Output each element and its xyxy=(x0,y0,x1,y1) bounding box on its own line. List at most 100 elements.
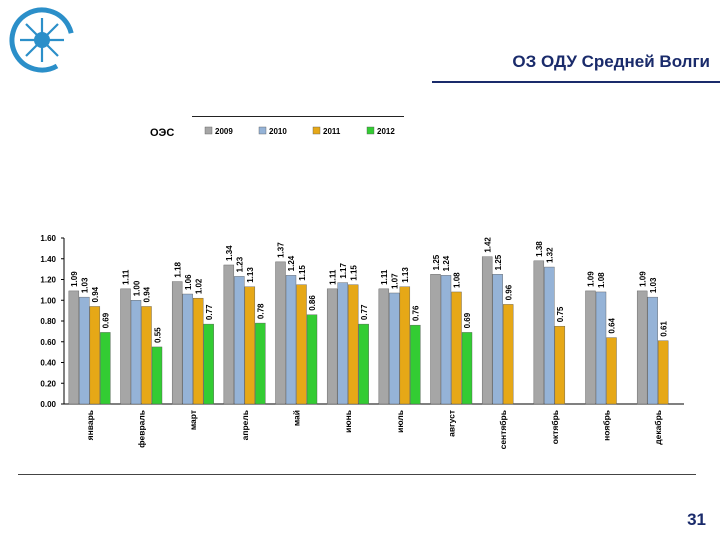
slide-title: ОЗ ОДУ Средней Волги xyxy=(512,52,710,71)
bar-2010-сентябрь xyxy=(492,274,503,405)
data-label: 0.61 xyxy=(659,321,668,337)
bar-2009-январь xyxy=(68,290,80,405)
data-label: 1.37 xyxy=(277,242,286,258)
legend-swatch xyxy=(204,126,213,135)
bar-2012-июнь xyxy=(358,323,369,405)
x-tick-label: январь xyxy=(85,410,95,440)
bar-2012-апрель xyxy=(255,322,266,405)
x-tick-label: февраль xyxy=(137,410,147,448)
data-label: 0.78 xyxy=(257,303,266,319)
bar-2011-июнь xyxy=(347,284,359,405)
data-label: 1.09 xyxy=(638,271,647,287)
data-label: 1.09 xyxy=(70,271,79,287)
data-label: 1.13 xyxy=(401,267,410,283)
bar-2009-сентябрь xyxy=(481,256,493,405)
data-label: 0.86 xyxy=(308,295,317,311)
bar-2010-май xyxy=(285,275,297,405)
data-label: 1.03 xyxy=(649,277,658,293)
data-label: 1.38 xyxy=(535,241,544,257)
legend-swatch xyxy=(312,126,321,135)
bar-2011-август xyxy=(451,291,462,405)
chart-title: ОЭС xyxy=(150,127,174,139)
data-label: 1.07 xyxy=(391,273,400,289)
bar-2011-июль xyxy=(399,286,411,405)
bar-2009-декабрь xyxy=(636,290,648,405)
legend-label: 2011 xyxy=(323,127,341,136)
x-tick-label: июнь xyxy=(343,410,353,433)
bar-2011-ноябрь xyxy=(606,337,617,405)
chart-legend: 2009 2010 2011 2012 xyxy=(204,126,395,136)
data-label: 1.25 xyxy=(432,254,441,270)
bar-2010-январь xyxy=(79,296,90,405)
legend-label: 2009 xyxy=(215,127,233,136)
legend-divider xyxy=(192,116,404,117)
data-label: 1.08 xyxy=(597,272,606,288)
bar-2010-март xyxy=(182,293,193,405)
data-label: 1.13 xyxy=(246,267,255,283)
data-label: 0.69 xyxy=(463,312,472,328)
bar-2010-август xyxy=(440,275,452,405)
bar-2010-октябрь xyxy=(544,266,555,405)
data-label: 0.69 xyxy=(102,312,111,328)
data-label: 1.23 xyxy=(236,256,245,272)
data-label: 1.11 xyxy=(328,269,337,285)
data-label: 1.09 xyxy=(587,271,596,287)
data-label: 1.15 xyxy=(349,265,358,281)
data-label: 1.03 xyxy=(81,277,90,293)
bar-2012-август xyxy=(461,332,473,405)
data-label: 0.77 xyxy=(205,304,214,320)
bar-2012-январь xyxy=(100,332,111,405)
bar-2011-май xyxy=(296,284,307,405)
data-label: 0.76 xyxy=(412,305,421,321)
bar-2012-июль xyxy=(410,324,421,405)
data-label: 1.06 xyxy=(184,274,193,290)
data-label: 1.11 xyxy=(122,269,131,285)
data-label: 0.94 xyxy=(143,286,152,302)
bar-2009-август xyxy=(430,274,441,405)
company-logo xyxy=(9,7,75,73)
data-label: 1.24 xyxy=(442,255,451,271)
y-tick-label: 0.40 xyxy=(40,359,56,368)
bar-2009-март xyxy=(171,281,183,405)
data-label: 0.77 xyxy=(360,304,369,320)
data-label: 1.32 xyxy=(546,247,555,263)
bar-2011-декабрь xyxy=(657,340,669,405)
x-tick-label: август xyxy=(447,410,457,437)
bar-2012-февраль xyxy=(151,346,163,405)
bar-2009-апрель xyxy=(223,264,235,405)
data-label: 1.02 xyxy=(194,278,203,294)
bar-2010-июнь xyxy=(337,282,348,405)
data-label: 1.25 xyxy=(494,254,503,270)
bar-2009-октябрь xyxy=(533,260,545,405)
legend-label: 2012 xyxy=(377,127,395,136)
y-tick-label: 0.60 xyxy=(40,338,56,347)
x-tick-label: декабрь xyxy=(653,410,663,445)
x-tick-label: март xyxy=(188,410,198,430)
y-tick-label: 1.60 xyxy=(40,234,56,243)
data-label: 1.24 xyxy=(287,255,296,271)
data-label: 0.96 xyxy=(504,284,513,300)
x-tick-label: ноябрь xyxy=(602,410,612,441)
bar-2009-май xyxy=(275,261,286,405)
y-tick-label: 0.00 xyxy=(40,400,56,409)
y-tick-label: 0.80 xyxy=(40,317,56,326)
data-label: 1.42 xyxy=(483,237,492,253)
bar-2009-июль xyxy=(378,288,390,405)
bar-2012-март xyxy=(203,323,214,405)
bar-2011-январь xyxy=(89,306,101,405)
x-tick-label: октябрь xyxy=(550,410,560,444)
bar-2010-февраль xyxy=(130,300,142,405)
y-tick-label: 1.00 xyxy=(40,296,56,305)
data-label: 1.11 xyxy=(380,269,389,285)
bar-2011-апрель xyxy=(244,286,256,405)
legend-swatch xyxy=(366,126,375,135)
data-label: 0.55 xyxy=(153,327,162,343)
bar-2011-февраль xyxy=(141,306,152,405)
data-label: 0.75 xyxy=(556,306,565,322)
data-label: 1.34 xyxy=(225,245,234,261)
bar-2009-февраль xyxy=(120,288,131,405)
bar-2010-ноябрь xyxy=(595,291,607,405)
data-label: 0.64 xyxy=(608,317,617,333)
x-tick-label: июль xyxy=(395,410,405,433)
